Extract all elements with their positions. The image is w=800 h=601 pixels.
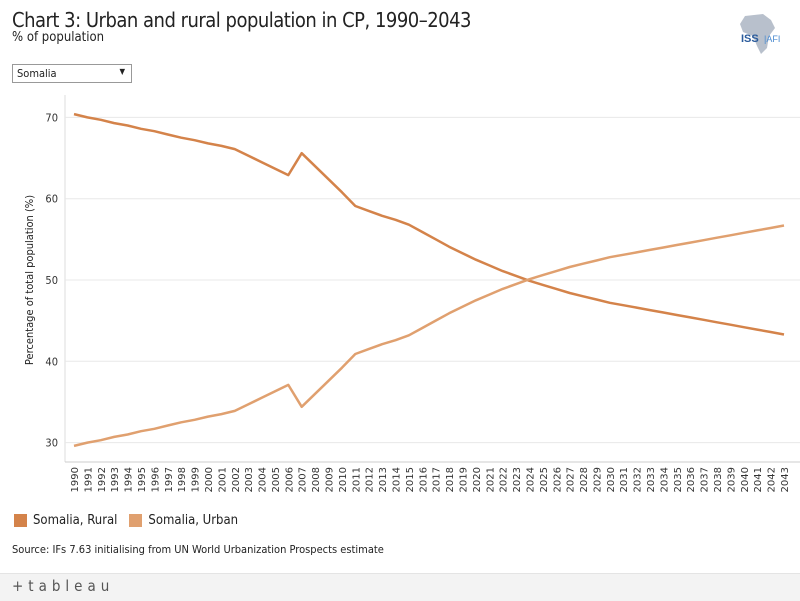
svg-text:ISS: ISS xyxy=(741,33,759,45)
x-tick-label: 2034 xyxy=(659,467,670,492)
x-tick-label: 2029 xyxy=(592,467,603,492)
x-tick-label: 2024 xyxy=(525,467,536,492)
x-tick-label: 2039 xyxy=(726,467,737,492)
iss-africa-logo: ISS |AFI xyxy=(735,12,800,57)
x-tick-label: 2000 xyxy=(204,467,215,492)
x-tick-label: 1996 xyxy=(150,467,161,492)
x-tick-label: 2031 xyxy=(619,467,630,492)
x-tick-label: 2021 xyxy=(485,467,496,492)
x-tick-label: 2005 xyxy=(271,467,282,492)
x-tick-label: 2016 xyxy=(418,467,429,492)
x-tick-label: 1997 xyxy=(164,467,175,492)
x-tick-label: 2004 xyxy=(258,467,269,492)
x-tick-label: 2002 xyxy=(231,467,242,492)
x-tick-label: 1999 xyxy=(191,467,202,492)
x-tick-label: 2030 xyxy=(606,467,617,492)
x-tick-label: 1993 xyxy=(110,467,121,492)
x-tick-label: 2041 xyxy=(753,467,764,492)
x-tick-label: 2008 xyxy=(311,467,322,492)
x-tick-label: 2020 xyxy=(472,467,483,492)
x-tick-label: 2015 xyxy=(405,467,416,492)
x-tick-label: 1994 xyxy=(124,467,135,492)
y-axis-title: Percentage of total population (%) xyxy=(23,195,36,365)
x-tick-label: 1990 xyxy=(70,467,81,492)
x-tick-label: 2006 xyxy=(284,467,295,492)
legend-swatch xyxy=(129,514,143,527)
y-tick-label: 70 xyxy=(45,111,58,124)
tableau-logo[interactable]: +tableau xyxy=(12,577,115,595)
x-tick-label: 2028 xyxy=(579,467,590,492)
x-tick-label: 2043 xyxy=(780,467,791,492)
country-dropdown[interactable]: Somalia ▼ xyxy=(12,64,132,83)
x-tick-label: 2018 xyxy=(445,467,456,492)
x-tick-label: 2036 xyxy=(686,467,697,492)
series-line-rural[interactable] xyxy=(73,112,785,336)
x-tick-label: 2023 xyxy=(512,467,523,492)
x-tick-label: 2012 xyxy=(365,467,376,492)
svg-text:|AFI: |AFI xyxy=(764,34,780,44)
x-tick-label: 2003 xyxy=(244,467,255,492)
x-tick-label: 2013 xyxy=(378,467,389,492)
y-tick-label: 30 xyxy=(45,437,58,450)
x-tick-label: 2038 xyxy=(713,467,724,492)
series-line-urban[interactable] xyxy=(73,224,785,448)
x-tick-label: 2026 xyxy=(552,467,563,492)
x-tick-label: 2001 xyxy=(217,467,228,492)
x-tick-label: 1995 xyxy=(137,467,148,492)
x-tick-label: 2040 xyxy=(740,467,751,492)
dropdown-arrow-icon: ▼ xyxy=(119,67,125,76)
x-tick-label: 1992 xyxy=(97,467,108,492)
x-tick-label: 2009 xyxy=(325,467,336,492)
x-tick-label: 2025 xyxy=(539,467,550,492)
x-tick-label: 2027 xyxy=(566,467,577,492)
x-tick-label: 2037 xyxy=(700,467,711,492)
legend-swatch xyxy=(14,514,27,527)
x-tick-label: 2011 xyxy=(351,467,362,492)
x-tick-label: 2042 xyxy=(767,467,778,492)
x-tick-label: 2032 xyxy=(633,467,644,492)
x-tick-label: 2022 xyxy=(499,467,510,492)
legend-item-rural[interactable]: Somalia, Rural xyxy=(14,513,117,528)
chart-title: Chart 3: Urban and rural population in C… xyxy=(12,8,472,32)
y-tick-label: 60 xyxy=(45,193,58,206)
x-tick-label: 2017 xyxy=(432,467,443,492)
legend-label: Somalia, Rural xyxy=(33,513,118,528)
x-tick-label: 2010 xyxy=(338,467,349,492)
x-tick-label: 2033 xyxy=(646,467,657,492)
x-tick-label: 1991 xyxy=(83,467,94,492)
source-note: Source: IFs 7.63 initialising from UN Wo… xyxy=(12,543,384,556)
country-selected: Somalia xyxy=(17,67,57,80)
tableau-footer: +tableau xyxy=(0,573,800,601)
x-tick-label: 2035 xyxy=(673,467,684,492)
x-tick-label: 1998 xyxy=(177,467,188,492)
x-tick-label: 2019 xyxy=(458,467,469,492)
y-tick-label: 50 xyxy=(45,274,58,287)
line-chart: 30 40 50 60 70 Percentage of total population… xyxy=(23,95,800,492)
legend-label: Somalia, Urban xyxy=(148,513,239,528)
y-tick-label: 40 xyxy=(45,355,58,368)
legend-item-urban[interactable]: Somalia, Urban xyxy=(129,513,238,528)
chart-subtitle: % of population xyxy=(12,30,105,45)
x-tick-label: 2007 xyxy=(298,467,309,492)
x-tick-label: 2014 xyxy=(392,467,403,492)
legend: Somalia, Rural Somalia, Urban xyxy=(14,513,238,528)
